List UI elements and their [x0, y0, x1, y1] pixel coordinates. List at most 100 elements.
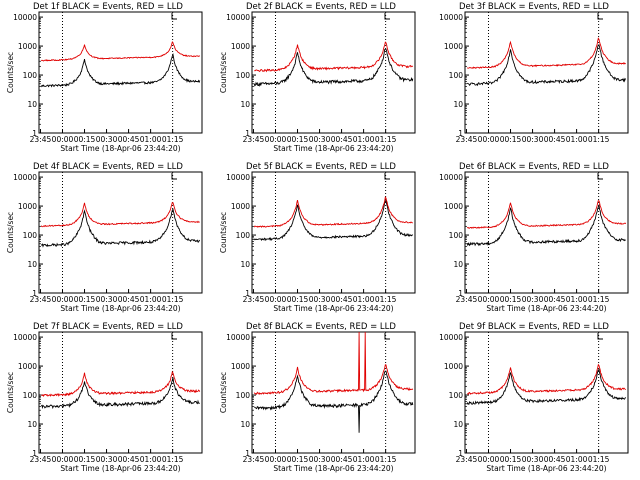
- series-events: [253, 48, 414, 88]
- x-tick-label: 23:45: [30, 455, 52, 464]
- x-tick-label: 00:00: [52, 135, 74, 144]
- x-axis-label: Start Time (18-Apr-06 23:44:20): [60, 144, 180, 153]
- series-lld: [253, 196, 414, 228]
- x-tick-label: 01:00: [353, 455, 375, 464]
- y-axis-label: Counts/sec: [6, 372, 15, 413]
- x-tick-label: 23:45: [243, 455, 265, 464]
- x-axis-label: Start Time (18-Apr-06 23:44:20): [60, 304, 180, 313]
- y-tick-label: 10: [27, 420, 37, 429]
- x-axis-label: Start Time (18-Apr-06 23:44:20): [273, 464, 393, 473]
- x-tick-label: 23:45: [30, 135, 52, 144]
- legend-marker: [384, 173, 390, 180]
- x-tick-label: 00:45: [331, 455, 353, 464]
- x-tick-label: 01:00: [140, 295, 162, 304]
- y-tick-label: 100: [23, 71, 38, 80]
- y-axis-label: Counts/sec: [6, 212, 15, 253]
- y-tick-label: 10000: [439, 13, 463, 22]
- x-axis-label: Start Time (18-Apr-06 23:44:20): [60, 464, 180, 473]
- series-lld: [40, 41, 201, 62]
- x-tick-label: 00:15: [500, 295, 522, 304]
- x-tick-label: 01:15: [162, 135, 184, 144]
- x-tick-label: 00:15: [500, 455, 522, 464]
- y-tick-label: 10000: [226, 13, 250, 22]
- x-tick-label: 01:00: [353, 295, 375, 304]
- y-tick-label: 1000: [18, 42, 37, 51]
- chart-svg: Det 6f BLACK = Events, RED = LLD 1 10 100 10…: [439, 162, 629, 313]
- y-tick-label: 1: [458, 449, 463, 458]
- detector-panel-8: Det 8f BLACK = Events, RED = LLD 1 10 100 10…: [213, 320, 426, 480]
- plot-frame: [251, 331, 416, 454]
- chart-svg: Det 8f BLACK = Events, RED = LLD 1 10 100 10…: [219, 322, 416, 473]
- y-axis-label: Counts/sec: [219, 372, 228, 413]
- series-events: [466, 203, 626, 247]
- x-tick-label: 23:45: [243, 295, 265, 304]
- y-tick-label: 10000: [13, 333, 37, 342]
- y-tick-label: 100: [449, 71, 464, 80]
- x-tick-label: 01:00: [566, 135, 588, 144]
- y-tick-label: 1000: [18, 202, 37, 211]
- x-tick-label: 01:00: [566, 455, 588, 464]
- x-tick-label: 00:30: [309, 455, 331, 464]
- x-tick-label: 00:00: [478, 135, 500, 144]
- chart-svg: Det 9f BLACK = Events, RED = LLD 1 10 100 10…: [439, 322, 629, 473]
- x-axis-label: Start Time (18-Apr-06 23:44:20): [486, 464, 606, 473]
- chart-title: Det 3f BLACK = Events, RED = LLD: [459, 2, 609, 12]
- x-tick-label: 00:45: [331, 295, 353, 304]
- x-tick-label: 00:30: [96, 295, 118, 304]
- detector-panel-7: Det 7f BLACK = Events, RED = LLD 1 10 100 10…: [0, 320, 213, 480]
- series-lld: [41, 370, 201, 397]
- legend-marker: [597, 333, 603, 340]
- x-tick-label: 00:00: [52, 455, 74, 464]
- series-lld: [466, 363, 627, 395]
- chart-title: Det 1f BLACK = Events, RED = LLD: [33, 2, 183, 12]
- y-tick-label: 100: [236, 71, 251, 80]
- y-tick-label: 10: [240, 260, 250, 269]
- x-tick-label: 01:15: [588, 295, 610, 304]
- plot-frame: [464, 171, 629, 294]
- y-tick-label: 1: [458, 289, 463, 298]
- legend-marker: [171, 173, 177, 180]
- series-lld: [254, 41, 414, 73]
- x-tick-label: 00:30: [522, 455, 544, 464]
- x-tick-label: 00:00: [265, 295, 287, 304]
- y-tick-label: 1: [245, 449, 250, 458]
- series-events: [41, 377, 200, 410]
- detector-panel-6: Det 6f BLACK = Events, RED = LLD 1 10 100 10…: [426, 160, 639, 320]
- chart-svg: Det 4f BLACK = Events, RED = LLD 1 10 100 10…: [6, 162, 203, 313]
- chart-title: Det 8f BLACK = Events, RED = LLD: [246, 322, 396, 332]
- x-tick-label: 23:45: [456, 295, 478, 304]
- x-tick-label: 00:15: [287, 135, 309, 144]
- y-tick-label: 10: [27, 260, 37, 269]
- chart-title: Det 9f BLACK = Events, RED = LLD: [459, 322, 609, 332]
- x-tick-label: 00:30: [309, 135, 331, 144]
- x-tick-label: 00:45: [118, 295, 140, 304]
- y-tick-label: 1000: [231, 362, 250, 371]
- x-tick-label: 00:00: [265, 455, 287, 464]
- x-tick-label: 01:00: [566, 295, 588, 304]
- series-lld: [466, 37, 626, 69]
- chart-svg: Det 5f BLACK = Events, RED = LLD 1 10 100 10…: [219, 162, 416, 313]
- y-tick-label: 1: [245, 129, 250, 138]
- y-axis-label: Counts/sec: [219, 212, 228, 253]
- y-tick-label: 10: [240, 100, 250, 109]
- y-tick-label: 1: [458, 129, 463, 138]
- x-tick-label: 00:00: [52, 295, 74, 304]
- y-axis-label: Counts/sec: [219, 52, 228, 93]
- y-tick-label: 10000: [439, 333, 463, 342]
- series-lld: [466, 200, 627, 229]
- y-axis-label: Counts/sec: [6, 52, 15, 93]
- y-tick-label: 10000: [13, 13, 37, 22]
- x-tick-label: 00:00: [265, 135, 287, 144]
- y-tick-label: 100: [449, 231, 464, 240]
- y-tick-label: 1: [32, 129, 37, 138]
- series-events: [253, 199, 413, 242]
- x-tick-label: 01:15: [375, 455, 397, 464]
- y-tick-label: 100: [236, 231, 251, 240]
- x-tick-label: 23:45: [456, 135, 478, 144]
- x-tick-label: 00:15: [74, 455, 96, 464]
- legend-marker: [597, 13, 603, 20]
- y-tick-label: 1: [32, 289, 37, 298]
- x-axis-label: Start Time (18-Apr-06 23:44:20): [486, 304, 606, 313]
- y-tick-label: 10: [453, 100, 463, 109]
